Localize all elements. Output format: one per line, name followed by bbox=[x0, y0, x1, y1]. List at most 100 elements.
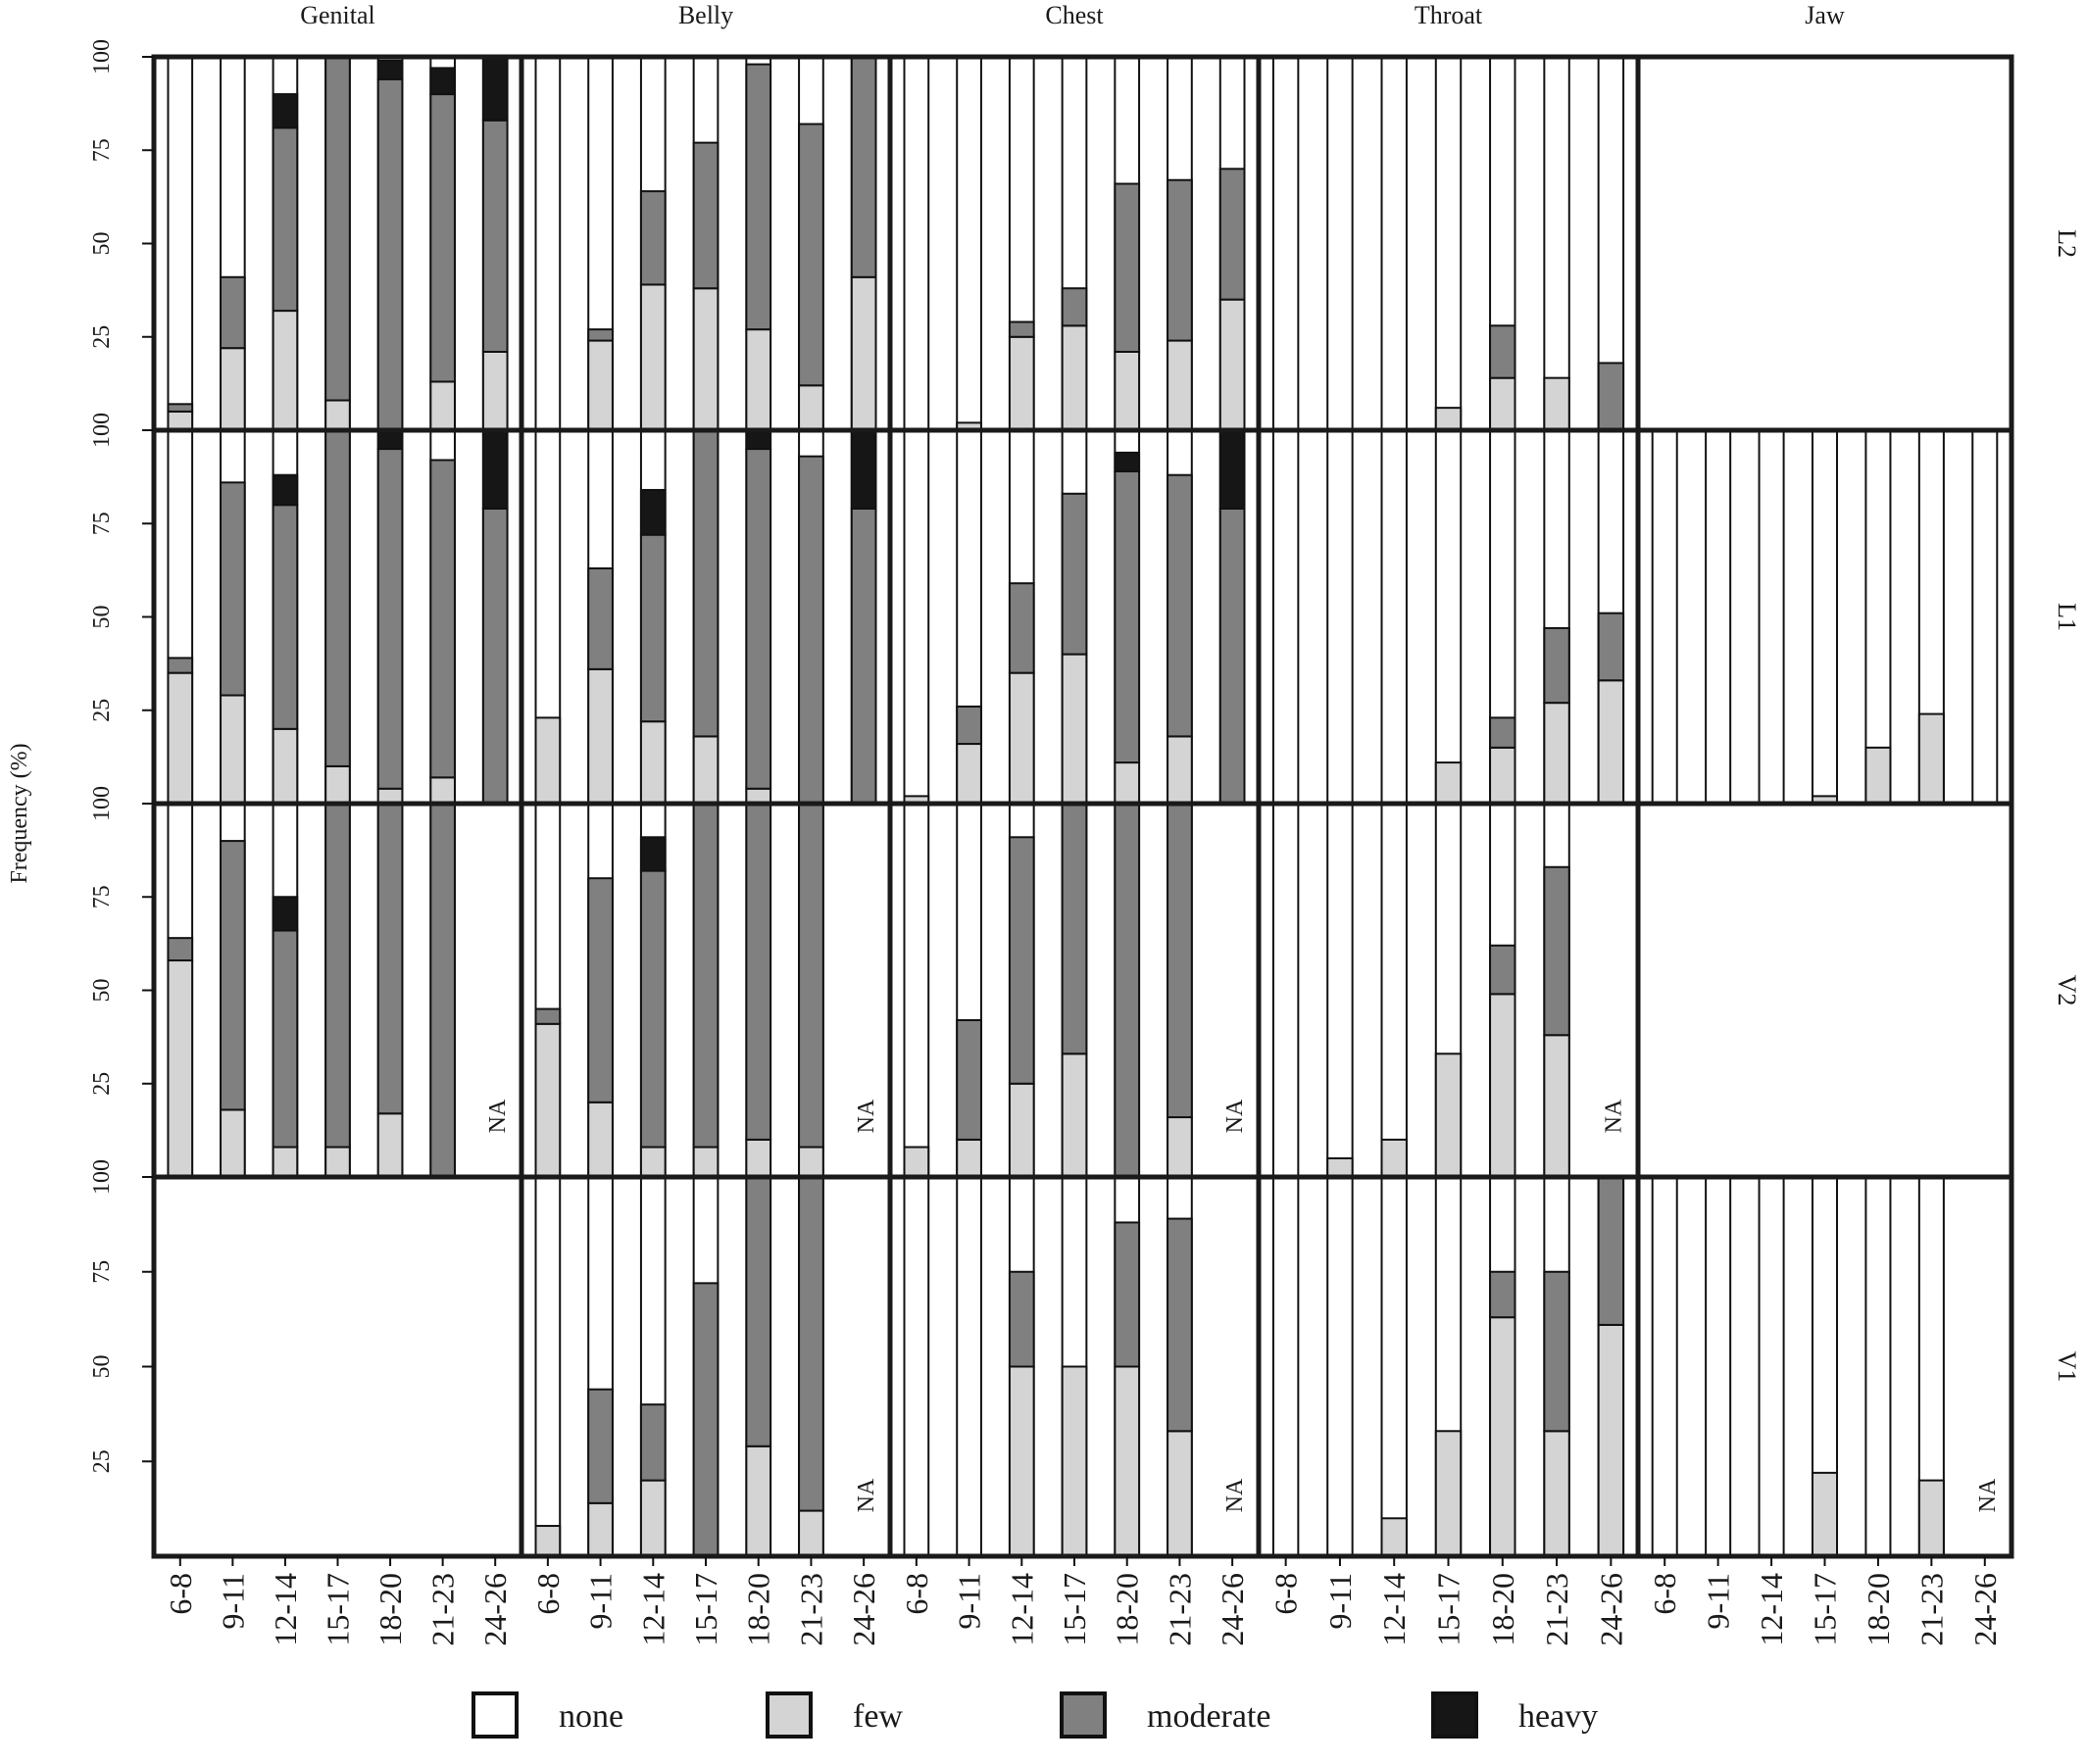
na-label: NA bbox=[485, 1099, 511, 1133]
bar-moderate-12-14 bbox=[272, 126, 299, 313]
bar-few-18-20 bbox=[1489, 376, 1516, 432]
bar-none-9-11 bbox=[1705, 1176, 1732, 1557]
legend-swatch-few bbox=[766, 1691, 813, 1739]
bar-few-21-23 bbox=[429, 776, 456, 806]
bar-few-21-23 bbox=[1167, 1430, 1193, 1558]
bar-few-15-17 bbox=[1434, 1053, 1463, 1179]
bar-moderate-12-14 bbox=[272, 504, 299, 730]
y-tick-label: 100 bbox=[89, 1159, 115, 1195]
bar-few-6-8 bbox=[534, 716, 562, 805]
bar-moderate-21-23 bbox=[429, 459, 456, 779]
x-tick-label: 9-11 bbox=[215, 1573, 250, 1629]
bar-moderate-18-20 bbox=[1489, 716, 1516, 749]
y-axis-title: Frequency (%) bbox=[7, 743, 32, 883]
panel-frame bbox=[151, 1174, 524, 1559]
x-tick-label: 24-26 bbox=[1593, 1573, 1628, 1646]
bar-few-21-23 bbox=[798, 1509, 824, 1558]
bar-moderate-12-14 bbox=[272, 929, 299, 1149]
x-tick-label: 21-23 bbox=[1162, 1573, 1197, 1646]
bar-moderate-21-23 bbox=[429, 803, 456, 1178]
bar-moderate-6-8 bbox=[167, 403, 194, 413]
bar-few-12-14 bbox=[1008, 1365, 1035, 1557]
bar-moderate-21-23 bbox=[1167, 1217, 1193, 1433]
bar-moderate-18-20 bbox=[1114, 469, 1141, 764]
bar-none-21-23 bbox=[1543, 56, 1570, 431]
bar-moderate-15-17 bbox=[324, 56, 351, 402]
bar-few-24-26 bbox=[1597, 1323, 1625, 1558]
bar-heavy-24-26 bbox=[1218, 429, 1246, 511]
panels-layer: NA NA NA NA NA NA NA bbox=[151, 54, 2014, 1559]
panel-frame bbox=[1635, 801, 2014, 1180]
bar-moderate-12-14 bbox=[639, 869, 667, 1149]
bar-none-18-20 bbox=[1864, 429, 1892, 805]
bar-few-9-11 bbox=[587, 667, 614, 806]
bar-few-21-23 bbox=[798, 384, 824, 431]
x-tick-label: 15-17 bbox=[1057, 1573, 1092, 1646]
panel-genital-v1 bbox=[151, 1174, 524, 1559]
bar-heavy-24-26 bbox=[481, 429, 509, 511]
bar-moderate-21-23 bbox=[1167, 178, 1193, 342]
bar-few-12-14 bbox=[1008, 335, 1035, 431]
row-label-l1: L1 bbox=[2053, 603, 2081, 631]
panel-jaw-v2 bbox=[1635, 801, 2014, 1180]
bar-moderate-15-17 bbox=[324, 803, 351, 1149]
bar-few-24-26 bbox=[481, 350, 509, 431]
x-tick-label: 18-20 bbox=[1485, 1573, 1520, 1646]
x-tick-label: 12-14 bbox=[635, 1573, 670, 1646]
x-tick-label: 9-11 bbox=[583, 1573, 619, 1629]
panel-belly-l2 bbox=[519, 54, 893, 433]
x-tick-label: 6-8 bbox=[530, 1573, 566, 1615]
x-tick-label: 15-17 bbox=[1431, 1573, 1466, 1646]
bar-none-15-17 bbox=[1434, 56, 1463, 431]
legend: none few moderate heavy bbox=[472, 1691, 1598, 1739]
bar-moderate-21-23 bbox=[1543, 1270, 1570, 1433]
bar-few-21-23 bbox=[1917, 712, 1945, 805]
legend-label-none: none bbox=[559, 1698, 623, 1735]
bar-none-6-8 bbox=[1271, 429, 1300, 805]
y-tick-label: 75 bbox=[89, 1260, 115, 1284]
bar-few-9-11 bbox=[220, 1108, 246, 1179]
bar-none-9-11 bbox=[1326, 429, 1354, 805]
panel-belly-v1: NA bbox=[519, 1174, 893, 1559]
bar-few-15-17 bbox=[1434, 761, 1463, 806]
bar-none-12-14 bbox=[1380, 1176, 1408, 1557]
bar-moderate-24-26 bbox=[1218, 168, 1246, 301]
bar-none-9-11 bbox=[956, 56, 982, 431]
bar-moderate-18-20 bbox=[376, 77, 404, 432]
bar-few-21-23 bbox=[429, 380, 456, 431]
x-tick-label: 24-26 bbox=[1967, 1573, 2003, 1646]
y-tick-label: 75 bbox=[89, 138, 115, 162]
column-title-chest: Chest bbox=[1045, 1, 1104, 29]
bar-moderate-24-26 bbox=[1597, 1176, 1625, 1326]
panel-chest-l1 bbox=[887, 427, 1262, 807]
bar-moderate-21-23 bbox=[429, 93, 456, 383]
bar-few-18-20 bbox=[1114, 350, 1141, 431]
panel-throat-v1 bbox=[1256, 1174, 1641, 1559]
y-tick-label: 100 bbox=[89, 786, 115, 821]
bar-few-12-14 bbox=[1008, 1082, 1035, 1178]
panel-throat-l1 bbox=[1256, 427, 1641, 807]
y-tick-label: 25 bbox=[89, 699, 115, 722]
bar-few-24-26 bbox=[1597, 679, 1625, 806]
bar-few-12-14 bbox=[1380, 1138, 1408, 1179]
x-tick-label: 12-14 bbox=[268, 1573, 303, 1646]
bar-moderate-18-20 bbox=[1489, 944, 1516, 996]
bar-few-21-23 bbox=[1543, 1430, 1570, 1558]
x-tick-label: 24-26 bbox=[1215, 1573, 1250, 1646]
bar-none-12-14 bbox=[1380, 429, 1408, 805]
legend-label-moderate: moderate bbox=[1147, 1698, 1271, 1735]
bar-moderate-18-20 bbox=[376, 803, 404, 1115]
bar-few-21-23 bbox=[1917, 1479, 1945, 1557]
na-label: NA bbox=[854, 1099, 879, 1133]
panel-throat-v2: NA bbox=[1256, 801, 1641, 1180]
panel-jaw-l1 bbox=[1635, 427, 2014, 807]
bar-none-15-17 bbox=[1811, 429, 1839, 805]
bar-moderate-24-26 bbox=[481, 508, 509, 805]
bar-none-12-14 bbox=[1758, 429, 1785, 805]
legend-label-heavy: heavy bbox=[1518, 1698, 1598, 1735]
bar-few-21-23 bbox=[1167, 1116, 1193, 1179]
bar-none-12-14 bbox=[1758, 1176, 1785, 1557]
bar-few-15-17 bbox=[324, 1146, 351, 1179]
x-tick-label: 24-26 bbox=[846, 1573, 881, 1646]
bar-moderate-21-23 bbox=[1167, 473, 1193, 738]
